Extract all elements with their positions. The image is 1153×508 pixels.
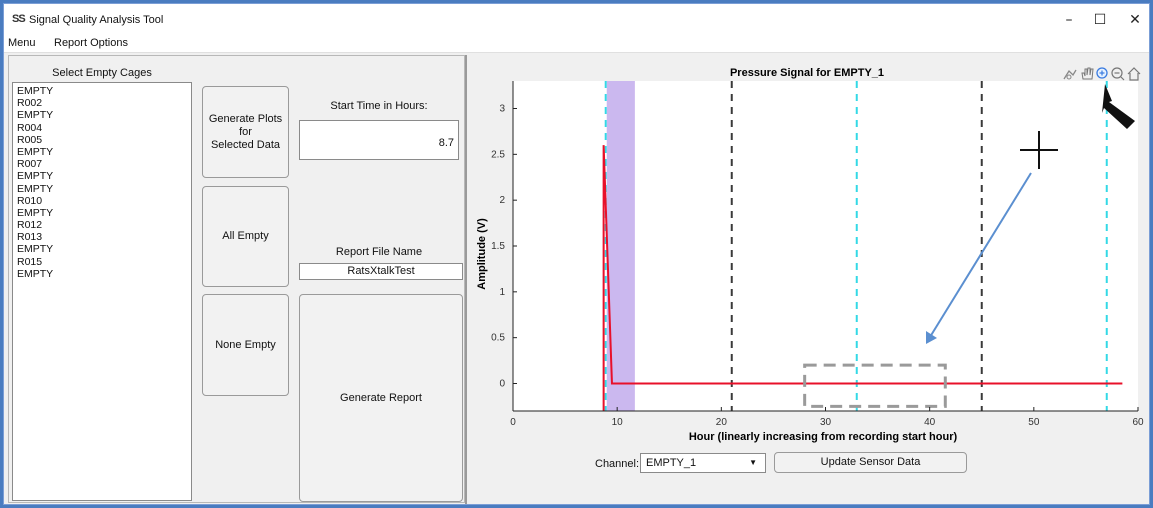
y-tick-label: 0 — [499, 379, 505, 390]
cage-list-item[interactable]: EMPTY — [17, 85, 54, 97]
report-file-label: Report File Name — [335, 246, 423, 258]
chevron-down-icon: ▼ — [749, 458, 757, 467]
panel-divider — [465, 55, 467, 504]
app-window: SS Signal Quality Analysis Tool – ☐ ✕ Me… — [3, 3, 1150, 505]
cage-list-item[interactable]: R002 — [17, 97, 43, 110]
crosshair-cursor-icon — [1020, 131, 1058, 169]
window-title: Signal Quality Analysis Tool — [29, 14, 164, 26]
maximize-button[interactable]: ☐ — [1093, 12, 1107, 28]
cage-list-item[interactable]: EMPTY — [17, 145, 54, 158]
x-tick-label: 60 — [1132, 417, 1144, 428]
report-file-input[interactable]: RatsXtalkTest — [299, 263, 463, 280]
x-tick-label: 50 — [1028, 417, 1040, 428]
menu-bar: Menu Report Options — [4, 36, 1149, 53]
annotation-arrow-icon — [926, 172, 1032, 344]
right-plot-panel: Pressure Signal for EMPTY_1 0 10 20 30 40 50 6… — [468, 55, 1148, 503]
y-axis-label: Amplitude (V) — [476, 218, 488, 290]
channel-dropdown[interactable]: EMPTY_1 ▼ — [640, 453, 766, 473]
cage-list-item[interactable]: EMPTY — [17, 243, 54, 256]
left-control-panel: Select Empty Cages EMPTY R002 EMPTY R004 R00… — [8, 55, 465, 503]
close-button[interactable]: ✕ — [1129, 12, 1141, 28]
x-tick-label: 0 — [510, 417, 516, 428]
y-tick-label: 0.5 — [491, 333, 505, 344]
y-tick-label: 2.5 — [491, 149, 505, 160]
x-tick-label: 20 — [716, 417, 728, 428]
zoom-in-icon[interactable] — [1096, 67, 1108, 79]
all-empty-button[interactable]: All Empty — [202, 186, 289, 287]
home-icon[interactable] — [1127, 67, 1141, 81]
zoom-selection-box — [803, 363, 947, 408]
cage-list-item[interactable]: R007 — [17, 158, 43, 171]
menu-item-menu[interactable]: Menu — [8, 37, 36, 49]
cage-list-title: Select Empty Cages — [52, 67, 152, 79]
cage-list-item[interactable]: R013 — [17, 231, 43, 244]
channel-dropdown-value: EMPTY_1 — [646, 457, 697, 469]
y-tick-label: 1 — [499, 287, 505, 298]
cage-list-item[interactable]: EMPTY — [17, 206, 54, 219]
zoom-out-icon[interactable] — [1111, 67, 1125, 81]
cage-list-item[interactable]: R015 — [17, 255, 43, 268]
generate-plots-button[interactable]: Generate Plots for Selected Data — [202, 86, 289, 178]
app-logo-icon: SS — [12, 13, 26, 25]
cage-list-item[interactable]: EMPTY — [17, 170, 54, 183]
plot-area — [513, 81, 1138, 411]
cage-listbox[interactable]: EMPTY R002 EMPTY R004 R005 EMPTY R007 EMPTY EMPT… — [12, 82, 192, 501]
title-bar: SS Signal Quality Analysis Tool – ☐ ✕ — [4, 4, 1149, 36]
pan-hand-icon[interactable] — [1081, 67, 1094, 80]
start-time-input[interactable]: 8.7 — [299, 120, 459, 160]
cage-list-item[interactable]: EMPTY — [17, 182, 54, 195]
x-tick-label: 40 — [924, 417, 936, 428]
y-tick-label: 3 — [499, 104, 505, 115]
x-tick-label: 30 — [820, 417, 832, 428]
generate-report-button[interactable]: Generate Report — [299, 294, 463, 502]
pointer-arrow-icon — [1102, 84, 1135, 129]
channel-label: Channel: — [595, 458, 640, 470]
chart-title: Pressure Signal for EMPTY_1 — [730, 67, 884, 79]
cage-list-item[interactable]: EMPTY — [17, 109, 54, 122]
axes: 0 10 20 30 40 50 60 0 0.5 1 1.5 2 2.5 3 — [491, 81, 1144, 428]
cage-list-item[interactable]: R005 — [17, 133, 43, 146]
cage-list-item[interactable]: R012 — [17, 219, 43, 232]
brush-icon[interactable] — [1063, 69, 1077, 80]
y-tick-label: 1.5 — [491, 241, 505, 252]
minimize-button[interactable]: – — [1065, 12, 1073, 28]
cage-list-item[interactable]: EMPTY — [17, 267, 54, 280]
none-empty-button[interactable]: None Empty — [202, 294, 289, 396]
y-tick-label: 2 — [499, 195, 505, 206]
signal-line — [602, 145, 1123, 411]
update-sensor-data-button[interactable]: Update Sensor Data — [774, 452, 967, 473]
cage-list-item[interactable]: R010 — [17, 194, 43, 207]
cage-list-item[interactable]: R004 — [17, 121, 43, 134]
x-tick-label: 10 — [612, 417, 624, 428]
x-axis-label: Hour (linearly increasing from recording… — [689, 431, 958, 443]
menu-item-report-options[interactable]: Report Options — [54, 37, 128, 49]
pressure-signal-plot[interactable]: Pressure Signal for EMPTY_1 0 10 20 30 40 50 6… — [468, 55, 1148, 455]
start-time-label: Start Time in Hours: — [330, 100, 428, 112]
plot-toolbar — [1063, 67, 1141, 81]
